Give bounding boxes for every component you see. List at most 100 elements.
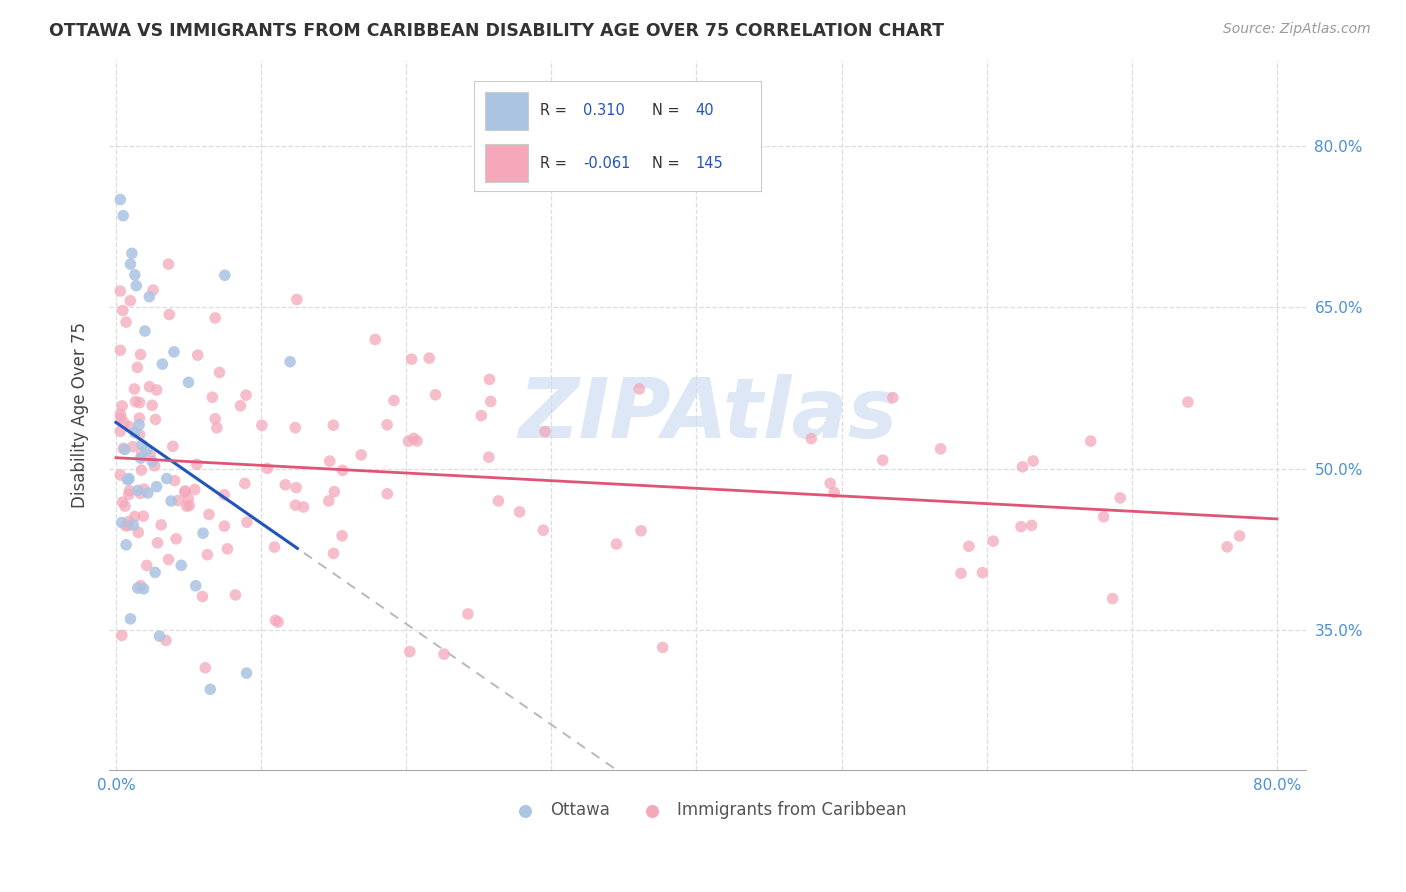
Point (120, 293, 142, 308)
Point (267, 615, 290, 629)
Point (224, 588, 246, 602)
Point (531, 523, 554, 537)
Point (162, 439, 184, 453)
Point (121, 246, 143, 260)
Point (1010, 519, 1032, 533)
Point (981, 534, 1004, 549)
Point (433, 647, 456, 661)
Point (127, 360, 149, 375)
Point (170, 558, 193, 573)
Point (136, 486, 159, 500)
Point (118, 487, 141, 501)
Point (1216, 540, 1239, 554)
Point (214, 268, 236, 283)
Point (191, 526, 214, 541)
Text: OTTAWA VS IMMIGRANTS FROM CARIBBEAN DISABILITY AGE OVER 75 CORRELATION CHART: OTTAWA VS IMMIGRANTS FROM CARIBBEAN DISA… (49, 22, 945, 40)
Point (176, 500, 198, 514)
Point (131, 438, 153, 452)
Point (174, 483, 197, 498)
Point (214, 519, 236, 533)
Point (157, 257, 180, 271)
Point (382, 393, 405, 408)
Point (111, 516, 134, 530)
Point (534, 425, 557, 439)
Point (124, 268, 146, 282)
Point (470, 409, 492, 423)
Point (651, 640, 673, 655)
Point (129, 486, 152, 500)
Point (165, 532, 187, 546)
Point (322, 546, 344, 560)
Point (110, 408, 132, 422)
Point (1109, 491, 1132, 505)
Point (1177, 395, 1199, 409)
Point (110, 424, 132, 438)
Point (111, 495, 134, 509)
Point (131, 463, 153, 477)
Point (332, 463, 354, 477)
Point (128, 395, 150, 409)
Point (110, 284, 132, 298)
Point (167, 493, 190, 508)
Point (118, 472, 141, 486)
Point (1022, 454, 1045, 468)
Point (425, 388, 447, 402)
Point (143, 458, 166, 473)
Point (478, 372, 501, 386)
Point (138, 380, 160, 394)
Point (330, 529, 353, 543)
Point (1011, 459, 1033, 474)
Point (111, 628, 134, 642)
Point (129, 451, 152, 466)
Point (148, 629, 170, 643)
Point (488, 494, 510, 508)
Point (200, 682, 222, 697)
Point (115, 538, 138, 552)
Point (120, 257, 142, 271)
Point (236, 515, 259, 529)
Point (319, 454, 342, 468)
Point (233, 476, 256, 491)
Point (145, 412, 167, 426)
Point (818, 476, 841, 491)
Point (124, 394, 146, 409)
Point (110, 410, 132, 425)
Point (509, 505, 531, 519)
Point (285, 293, 308, 307)
Point (157, 552, 180, 566)
Point (128, 427, 150, 442)
Point (114, 442, 136, 457)
Text: Source: ZipAtlas.com: Source: ZipAtlas.com (1223, 22, 1371, 37)
Point (127, 581, 149, 595)
Point (111, 399, 134, 413)
Point (235, 388, 257, 402)
Point (129, 347, 152, 361)
Point (157, 308, 180, 322)
Point (322, 418, 344, 433)
Point (110, 343, 132, 358)
Point (972, 566, 994, 580)
Point (205, 421, 228, 435)
Point (124, 425, 146, 440)
Point (110, 193, 132, 207)
Point (150, 357, 173, 371)
Point (124, 382, 146, 396)
Point (127, 525, 149, 540)
Point (125, 278, 148, 293)
Point (115, 315, 138, 329)
Point (398, 644, 420, 658)
Point (129, 579, 152, 593)
Point (145, 383, 167, 397)
Point (187, 348, 209, 362)
Point (141, 454, 163, 468)
Point (118, 515, 141, 529)
Point (112, 209, 135, 223)
Point (628, 382, 651, 396)
Point (284, 420, 307, 434)
Point (132, 509, 155, 524)
Point (208, 366, 231, 380)
Point (112, 416, 135, 430)
Point (124, 509, 146, 524)
Point (285, 481, 308, 495)
Point (112, 442, 135, 456)
